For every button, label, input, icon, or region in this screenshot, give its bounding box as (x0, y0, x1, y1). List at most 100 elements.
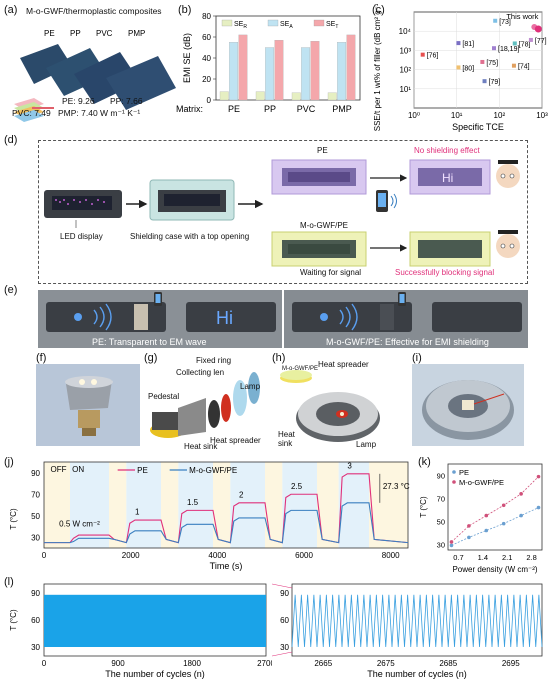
ytick-label-b: 80 (202, 12, 211, 21)
label-ref: [73] (499, 19, 511, 26)
k-value-pp: PP: 7.66 (110, 96, 143, 106)
point-ref (456, 65, 461, 70)
point-ref (512, 41, 517, 46)
phone-icon-e-left (154, 292, 162, 306)
ylabel-b: EMI SE (dB) (182, 33, 192, 83)
xtick-label-l-left: 1800 (183, 659, 201, 668)
heat-sink-label-g: Heat sink (184, 442, 218, 451)
xtick-label-j: 4000 (208, 551, 226, 560)
sheet-pmp (106, 56, 176, 110)
emi-se-bar-chart: 0 20 40 60 80 PE PP PVC PMP Matrix: EMI SE (dB) SER… (176, 12, 361, 114)
xtick-label-k: 0.7 (453, 553, 463, 562)
power-label: 0.5 W cm⁻² (59, 520, 100, 529)
point-k (484, 528, 489, 533)
off-band (44, 462, 70, 548)
xtick-label-b: PMP (332, 104, 352, 114)
on-label: ON (72, 465, 84, 474)
panel-a-title: M-o-GWF/thermoplastic composites (26, 6, 162, 16)
sheet-label-pmp: PMP (128, 29, 145, 38)
bar-se-r (291, 92, 301, 101)
trend-line-k (451, 476, 539, 543)
ytick-label-j: 70 (31, 490, 40, 499)
wave-icon-right (339, 303, 358, 331)
ytick-label-c: 10² (399, 66, 411, 75)
cycle-band (44, 594, 266, 647)
xtick-label-c: 10³ (536, 111, 548, 120)
cycling-full-chart: 0 900 1800 2700 30 60 90 The number of cycles (… (9, 583, 272, 679)
legend-label-mogwf: M-o-GWF/PE (189, 466, 237, 475)
hi-display-left: Hi (216, 308, 233, 328)
point-ref (528, 37, 533, 42)
result-box-pe: Hi (409, 159, 491, 195)
power-label: 1 (135, 508, 140, 517)
label-ref: [79] (489, 79, 501, 86)
mogwf-box (271, 231, 367, 267)
label-ref: [78] (519, 41, 531, 48)
fixed-ring-label: Fixed ring (196, 356, 232, 365)
ytick-label-k: 90 (437, 471, 445, 480)
panel-g-label: (g) (144, 352, 158, 364)
point-this-work (531, 24, 538, 31)
xtick-label-b: PP (264, 104, 276, 114)
ytick-label-c: 10⁴ (399, 27, 412, 36)
xtick-label-l-right: 2685 (439, 659, 457, 668)
ytick-label-l-right: 30 (280, 643, 289, 652)
off-label: OFF (51, 465, 67, 474)
ytick-label-l-right: 60 (280, 616, 289, 625)
xtick-label-l-left: 2700 (257, 659, 272, 668)
bar-se-r (255, 91, 265, 101)
ytick-label-k: 50 (437, 517, 445, 526)
xtick-label-l-right: 2665 (314, 659, 332, 668)
xlabel-prefix-b: Matrix: (176, 104, 203, 114)
e-right-caption: M-o-GWF/PE: Effective for EMI shielding (326, 337, 489, 347)
off-band (161, 462, 179, 548)
heater-temperature-time-chart: 0 2000 4000 6000 8000 30 50 70 90 OFF ON 0.5 W cm⁻²… (9, 461, 410, 571)
point-k (484, 513, 489, 518)
off-band (109, 462, 127, 548)
xtick-label-b: PVC (297, 104, 316, 114)
legend-label-k: M-o-GWF/PE (459, 478, 504, 487)
panel-d-label: (d) (4, 134, 18, 146)
legend-label-b: SEA (280, 21, 293, 30)
legend-label-k: PE (459, 468, 469, 477)
point-k (536, 505, 541, 510)
on-band (178, 462, 213, 548)
ytick-label-b: 40 (202, 54, 211, 63)
wave-icon-left (93, 303, 112, 331)
sheet-pe (20, 44, 72, 84)
waiting-label: Waiting for signal (300, 268, 362, 277)
bar-se-r (327, 92, 337, 101)
xlabel-l-right: The number of cycles (n) (367, 669, 467, 679)
ylabel-l-left: T (°C) (9, 609, 18, 631)
xtick-label-l-left: 900 (111, 659, 125, 668)
off-band (265, 462, 283, 548)
xlabel-c: Specific TCE (452, 122, 504, 132)
sheet-label-pe: PE (44, 29, 55, 38)
sheet-label-pp: PP (70, 29, 81, 38)
bar-se-a (337, 42, 347, 101)
legend-marker-k (452, 480, 456, 484)
series-line-mogwf (44, 502, 409, 544)
xtick-label-l-right: 2675 (377, 659, 395, 668)
xtick-label-k: 2.1 (502, 553, 512, 562)
panel-h-label: (h) (272, 352, 286, 364)
point-k (501, 521, 506, 526)
plot-frame-c (413, 11, 543, 109)
layer-stack-icon (14, 98, 44, 122)
composite-sheets-illustration: PE PP PVC PMP (14, 29, 176, 122)
on-band (282, 462, 317, 548)
svg-text:Hi: Hi (442, 171, 453, 185)
xtick-label-l-right: 2695 (502, 659, 520, 668)
point-k (467, 524, 471, 528)
phone-icon-e-right (398, 292, 406, 306)
panel-d-frame (38, 140, 528, 284)
ytick-label-k: 70 (437, 494, 445, 503)
point-ref (482, 79, 487, 84)
legend-swatch-b (267, 19, 279, 27)
panel-i-label: (i) (412, 352, 422, 364)
ylabel-j: T (°C) (9, 508, 18, 530)
avatar-bottom (496, 230, 520, 258)
ytick-label-b: 60 (202, 33, 211, 42)
point-k (449, 540, 454, 544)
ylabel-c: SSE/t per 1 wt% of filler (dB cm² g⁻¹) (373, 4, 382, 131)
